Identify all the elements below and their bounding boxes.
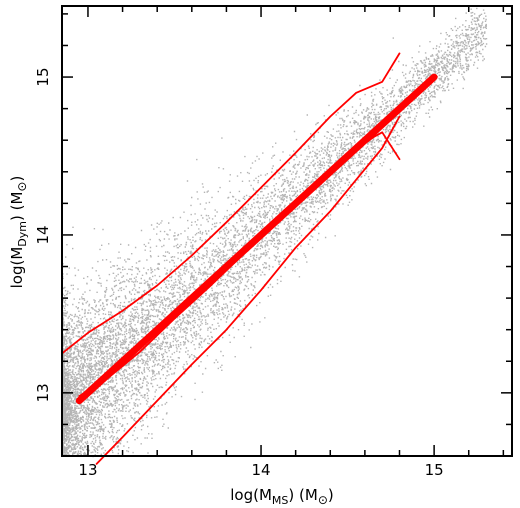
x-tick-label: 13 bbox=[78, 461, 97, 479]
plot-frame bbox=[61, 5, 513, 457]
y-tick-label: 14 bbox=[34, 225, 52, 244]
frame bbox=[61, 5, 513, 457]
x-tick-label: 14 bbox=[251, 461, 270, 479]
y-axis-label-pre: log(M bbox=[8, 247, 26, 289]
x-axis-label-pre: log(M bbox=[230, 486, 272, 504]
y-axis: 13 14 15 bbox=[34, 13, 512, 457]
scatter-points bbox=[62, 7, 488, 458]
y-axis-label-post: ) (M bbox=[8, 192, 26, 221]
y-axis-label-sun-symbol: ⊙ bbox=[15, 182, 29, 192]
y-axis-label-sub: Dym bbox=[16, 221, 29, 247]
x-axis-label: log(MMS) (M⊙) bbox=[230, 486, 334, 507]
series-line-upper bbox=[61, 52, 401, 355]
fit-lines bbox=[61, 52, 438, 465]
x-axis-label-end: ) bbox=[328, 486, 334, 504]
y-tick-label: 15 bbox=[34, 68, 52, 87]
x-axis-label-sub: MS bbox=[272, 494, 288, 507]
y-axis-label-end: ) bbox=[8, 176, 26, 182]
y-axis-label: log(MDym) (M⊙) bbox=[8, 176, 29, 289]
x-axis: 13 14 15 bbox=[78, 6, 505, 479]
series-line-lower bbox=[95, 115, 401, 465]
series-line-median bbox=[78, 131, 401, 397]
y-tick-label: 13 bbox=[34, 383, 52, 402]
x-tick-label: 15 bbox=[425, 461, 444, 479]
series-line-thick bbox=[75, 73, 438, 405]
x-axis-label-post: ) (M bbox=[288, 486, 317, 504]
scatter-point-cloud bbox=[62, 7, 488, 458]
x-axis-label-sun-symbol: ⊙ bbox=[318, 493, 328, 507]
